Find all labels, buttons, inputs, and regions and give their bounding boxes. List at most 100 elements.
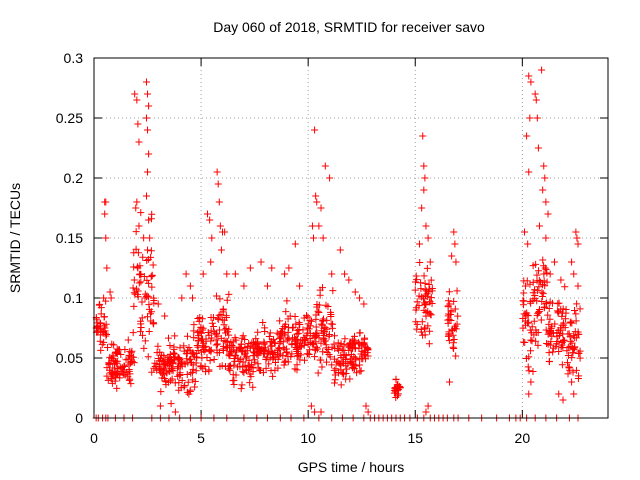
data-point xyxy=(531,90,539,98)
data-point xyxy=(183,371,191,379)
data-point xyxy=(262,364,270,372)
data-point xyxy=(525,319,533,327)
data-point xyxy=(134,264,142,272)
data-point xyxy=(421,286,429,294)
data-point xyxy=(293,352,301,360)
data-point xyxy=(535,267,543,275)
data-point xyxy=(241,362,249,370)
data-point xyxy=(311,333,319,341)
data-point xyxy=(570,390,578,398)
data-point xyxy=(362,402,370,410)
data-point xyxy=(291,334,299,342)
data-point xyxy=(529,289,537,297)
data-point xyxy=(572,310,580,318)
data-point xyxy=(422,408,430,416)
data-point xyxy=(137,317,145,325)
data-point xyxy=(145,279,153,287)
data-point xyxy=(533,114,541,122)
data-point xyxy=(544,210,552,218)
data-point xyxy=(149,319,157,327)
data-point xyxy=(168,375,176,383)
data-point xyxy=(244,361,252,369)
data-point xyxy=(345,276,353,284)
data-point xyxy=(294,326,302,334)
data-point xyxy=(576,354,584,362)
data-point xyxy=(269,355,277,363)
data-point xyxy=(148,272,156,280)
data-point xyxy=(447,316,455,324)
data-point xyxy=(276,350,284,358)
data-point xyxy=(568,378,576,386)
data-point xyxy=(330,340,338,348)
data-point xyxy=(164,334,172,342)
data-point xyxy=(148,368,156,376)
data-point xyxy=(445,315,453,323)
data-point xyxy=(194,334,202,342)
data-point xyxy=(175,379,183,387)
data-point xyxy=(417,328,425,336)
data-point xyxy=(521,310,529,318)
data-point xyxy=(239,348,247,356)
data-point xyxy=(451,240,459,248)
data-point xyxy=(174,360,182,368)
x-tick-label: 0 xyxy=(90,430,98,446)
data-point xyxy=(542,300,550,308)
data-point xyxy=(328,361,336,369)
data-point xyxy=(226,352,234,360)
data-point xyxy=(288,341,296,349)
data-point xyxy=(551,320,559,328)
data-point xyxy=(420,295,428,303)
data-point xyxy=(529,262,537,270)
data-point xyxy=(194,346,202,354)
data-point xyxy=(134,293,142,301)
data-point xyxy=(312,323,320,331)
data-point xyxy=(341,270,349,278)
data-point xyxy=(156,357,164,365)
data-point xyxy=(303,312,310,320)
data-point xyxy=(162,381,170,389)
data-point xyxy=(529,278,537,286)
data-point xyxy=(162,362,170,370)
data-point xyxy=(135,222,143,230)
data-point xyxy=(101,210,109,218)
data-point xyxy=(207,313,215,321)
data-point xyxy=(568,339,576,347)
data-point xyxy=(111,377,119,385)
data-point xyxy=(192,367,200,375)
data-point xyxy=(574,240,582,248)
data-point xyxy=(292,339,300,347)
data-point xyxy=(282,320,290,328)
data-point xyxy=(199,326,207,334)
data-point xyxy=(296,282,304,290)
data-point xyxy=(312,192,320,200)
data-point xyxy=(167,400,175,408)
data-point xyxy=(212,336,220,344)
data-point xyxy=(452,352,460,360)
data-point xyxy=(568,354,576,362)
data-point xyxy=(336,246,344,254)
data-point xyxy=(166,341,174,349)
data-point xyxy=(527,336,535,344)
data-point xyxy=(542,198,550,206)
y-tick-label: 0.15 xyxy=(56,230,83,246)
data-point xyxy=(361,334,369,342)
data-point xyxy=(142,78,150,86)
data-point xyxy=(568,258,576,266)
data-point xyxy=(575,372,583,380)
data-point xyxy=(223,270,231,278)
data-point xyxy=(361,343,369,351)
data-point xyxy=(147,215,155,223)
data-point xyxy=(563,359,571,367)
data-point xyxy=(219,345,227,353)
data-point xyxy=(102,320,110,328)
data-point xyxy=(171,332,179,340)
data-point xyxy=(171,350,179,358)
data-point xyxy=(269,372,277,380)
data-point xyxy=(144,168,152,176)
data-point xyxy=(447,308,455,316)
data-point xyxy=(420,162,428,170)
data-point xyxy=(134,120,142,128)
data-point xyxy=(127,380,135,388)
data-point xyxy=(145,216,153,224)
data-point xyxy=(174,372,182,380)
